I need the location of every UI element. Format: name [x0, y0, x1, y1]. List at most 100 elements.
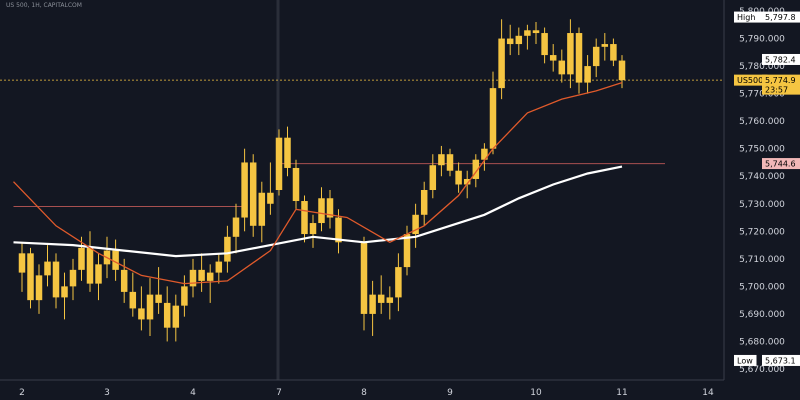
- candle-body: [506, 38, 514, 45]
- candle-body: [403, 234, 411, 268]
- candle-body: [360, 242, 368, 314]
- candle-body: [549, 55, 557, 61]
- candle-body: [369, 294, 376, 314]
- price-label-value-bg: [762, 53, 800, 65]
- candle-body: [463, 178, 471, 185]
- price-label-low: Low 5,673.1: [734, 354, 800, 366]
- candle-body: [524, 30, 531, 36]
- candle-body: [215, 261, 223, 273]
- candle-body: [267, 192, 274, 204]
- candle-body: [206, 272, 214, 281]
- y-tick-label: 5,680.000: [739, 337, 785, 347]
- x-tick-label: 2: [19, 388, 25, 398]
- y-tick-label: 5,670.000: [739, 365, 785, 375]
- x-tick-label: 11: [616, 388, 627, 398]
- candle-body: [515, 35, 523, 45]
- candle-body: [129, 291, 137, 309]
- candle-body: [69, 269, 77, 287]
- price-label-value-bg: [762, 158, 800, 170]
- candle-body: [326, 198, 334, 218]
- candle-body: [249, 162, 257, 226]
- candle-body: [420, 190, 428, 215]
- candle-body: [481, 148, 488, 160]
- price-label-us500: US500 5,774.923:57: [734, 74, 800, 95]
- y-tick-label: 5,780.000: [739, 62, 785, 72]
- candle-body: [163, 302, 171, 328]
- price-label-value: 5,774.9: [765, 76, 796, 85]
- candle-body: [309, 223, 317, 235]
- y-tick-label: 5,750.000: [739, 145, 785, 155]
- price-label-marker: 5,782.4: [762, 53, 800, 65]
- ma-slow-line: [13, 165, 623, 258]
- candle-body: [146, 294, 154, 320]
- x-tick-label: 9: [447, 388, 453, 398]
- candle-body: [61, 286, 68, 298]
- candle-body: [567, 33, 574, 75]
- candle-body: [18, 253, 26, 273]
- price-label-value: 5,673.1: [765, 356, 796, 365]
- candle-body: [172, 305, 180, 328]
- price-label-value-bg: [762, 11, 800, 23]
- y-tick-label: 5,690.000: [739, 310, 785, 320]
- price-label-marker: 5,744.6: [762, 158, 800, 170]
- candle-body: [610, 44, 617, 61]
- price-label-high: High 5,797.8: [734, 11, 800, 23]
- candlestick-series: [18, 19, 626, 342]
- price-label-value: 5,797.8: [765, 13, 796, 22]
- x-tick-label: 7: [276, 388, 282, 398]
- ma-fast-line: [13, 81, 623, 285]
- y-tick-label: 5,710.000: [739, 255, 785, 265]
- price-label-countdown: 23:57: [765, 86, 788, 95]
- candle-body: [455, 170, 462, 185]
- price-label-name: US500: [737, 76, 763, 85]
- candle-body: [198, 269, 205, 281]
- x-tick-label: 14: [702, 388, 714, 398]
- candle-body: [601, 44, 609, 47]
- candle-body: [241, 162, 248, 218]
- candle-body: [44, 261, 51, 276]
- candle-body: [489, 88, 497, 149]
- candle-body: [232, 217, 240, 237]
- candle-body: [120, 269, 128, 292]
- candle-body: [155, 294, 162, 303]
- candle-body: [558, 60, 566, 75]
- candle-body: [438, 154, 445, 166]
- candle-body: [592, 46, 600, 67]
- candle-body: [429, 165, 437, 190]
- candle-body: [138, 308, 145, 320]
- candle-body: [27, 253, 34, 301]
- candle-body: [258, 192, 266, 226]
- y-tick-label: 5,730.000: [739, 200, 785, 210]
- candle-body: [377, 294, 385, 303]
- x-tick-label: 3: [104, 388, 110, 398]
- y-tick-label: 5,700.000: [739, 282, 785, 292]
- candle-body: [541, 33, 548, 56]
- candle-body: [95, 264, 102, 284]
- symbol-header: US 500, 1H, CAPITALCOM: [6, 2, 82, 9]
- price-labels: High 5,797.8 5,782.4 US500 5,774.923:57 5,744…: [734, 11, 800, 366]
- price-label-value: 5,744.6: [765, 160, 796, 169]
- price-label-name-bg: [734, 11, 762, 23]
- price-label-value: 5,782.4: [765, 55, 796, 64]
- x-tick-label: 4: [190, 388, 196, 398]
- candle-body: [446, 154, 454, 171]
- time-axis[interactable]: 2 3 4 7 8 9 10 11 14: [19, 388, 714, 398]
- candle-body: [189, 269, 197, 287]
- price-label-name: Low: [737, 356, 753, 365]
- price-label-value-bg: [762, 354, 800, 366]
- candle-body: [52, 261, 60, 298]
- candle-body: [498, 38, 505, 89]
- candle-body: [386, 297, 394, 303]
- candle-body: [275, 137, 283, 190]
- candle-body: [112, 250, 119, 270]
- candle-body: [532, 30, 540, 34]
- x-tick-label: 10: [530, 388, 542, 398]
- price-label-value-bg: [762, 74, 800, 95]
- candle-body: [86, 247, 94, 284]
- candle-body: [395, 267, 402, 298]
- candle-body: [584, 66, 591, 83]
- candle-body: [335, 217, 342, 243]
- y-tick-label: 5,740.000: [739, 172, 785, 182]
